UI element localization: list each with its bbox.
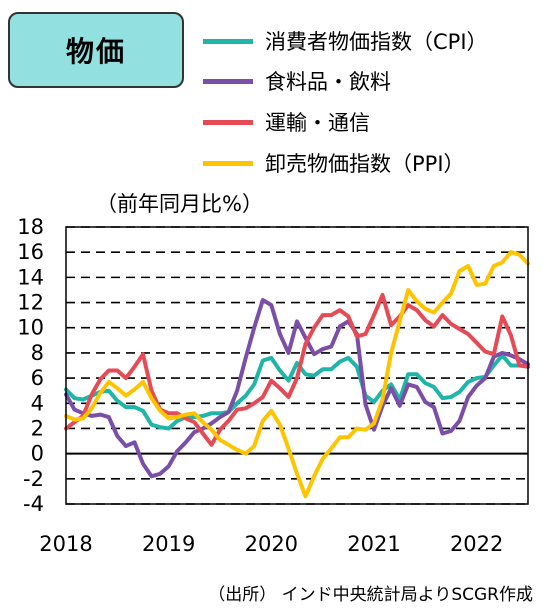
y-tick-label: 16 xyxy=(17,240,44,264)
y-tick-label: 0 xyxy=(31,442,44,466)
y-tick-label: 18 xyxy=(17,215,44,239)
x-tick-label: 2021 xyxy=(347,532,400,556)
legend-item-transport: 運輸・通信 xyxy=(203,107,370,137)
y-tick-label: 12 xyxy=(17,291,44,315)
x-tick-label: 2018 xyxy=(39,532,92,556)
y-tick-label: 10 xyxy=(17,316,44,340)
x-tick-label: 2020 xyxy=(245,532,298,556)
legend-label-food: 食料品・飲料 xyxy=(265,70,391,94)
series-line-transport xyxy=(64,293,530,447)
series-line-cpi xyxy=(64,353,530,431)
y-tick-label: 6 xyxy=(31,366,44,390)
legend-label-transport: 運輸・通信 xyxy=(265,111,370,135)
legend-item-cpi: 消費者物価指数（CPI） xyxy=(203,26,488,56)
y-tick-label: -4 xyxy=(23,492,44,516)
x-tick-label: 2022 xyxy=(450,532,503,556)
y-tick-label: 4 xyxy=(31,391,44,415)
legend-swatch-cpi xyxy=(203,38,253,44)
legend-label-cpi: 消費者物価指数（CPI） xyxy=(265,30,488,54)
y-tick-label: -2 xyxy=(23,467,44,491)
legend-swatch-transport xyxy=(203,119,253,125)
y-tick-label: 8 xyxy=(31,341,44,365)
legend-swatch-food xyxy=(203,78,253,84)
legend-item-food: 食料品・飲料 xyxy=(203,66,391,96)
x-tick-label: 2019 xyxy=(142,532,195,556)
legend-item-ppi: 卸売物価指数（PPI） xyxy=(203,148,465,178)
y-tick-label: 14 xyxy=(17,265,44,289)
x-tick-labels: 2018 2019 2020 2021 2022 xyxy=(39,532,503,556)
series-lines xyxy=(64,250,530,499)
plot-frame xyxy=(65,226,529,505)
legend-swatch-ppi xyxy=(203,160,253,166)
series-line-ppi xyxy=(64,250,530,499)
source-note: （出所） インド中央統計局よりSCGR作成 xyxy=(208,585,533,605)
y-axis-unit-label: （前年同月比%） xyxy=(96,192,263,216)
chart-title: 物価 xyxy=(65,35,126,68)
y-tick-label: 2 xyxy=(31,416,44,440)
legend-label-ppi: 卸売物価指数（PPI） xyxy=(265,152,465,176)
title-box: 物価 xyxy=(8,12,184,88)
series-line-food xyxy=(64,298,530,479)
